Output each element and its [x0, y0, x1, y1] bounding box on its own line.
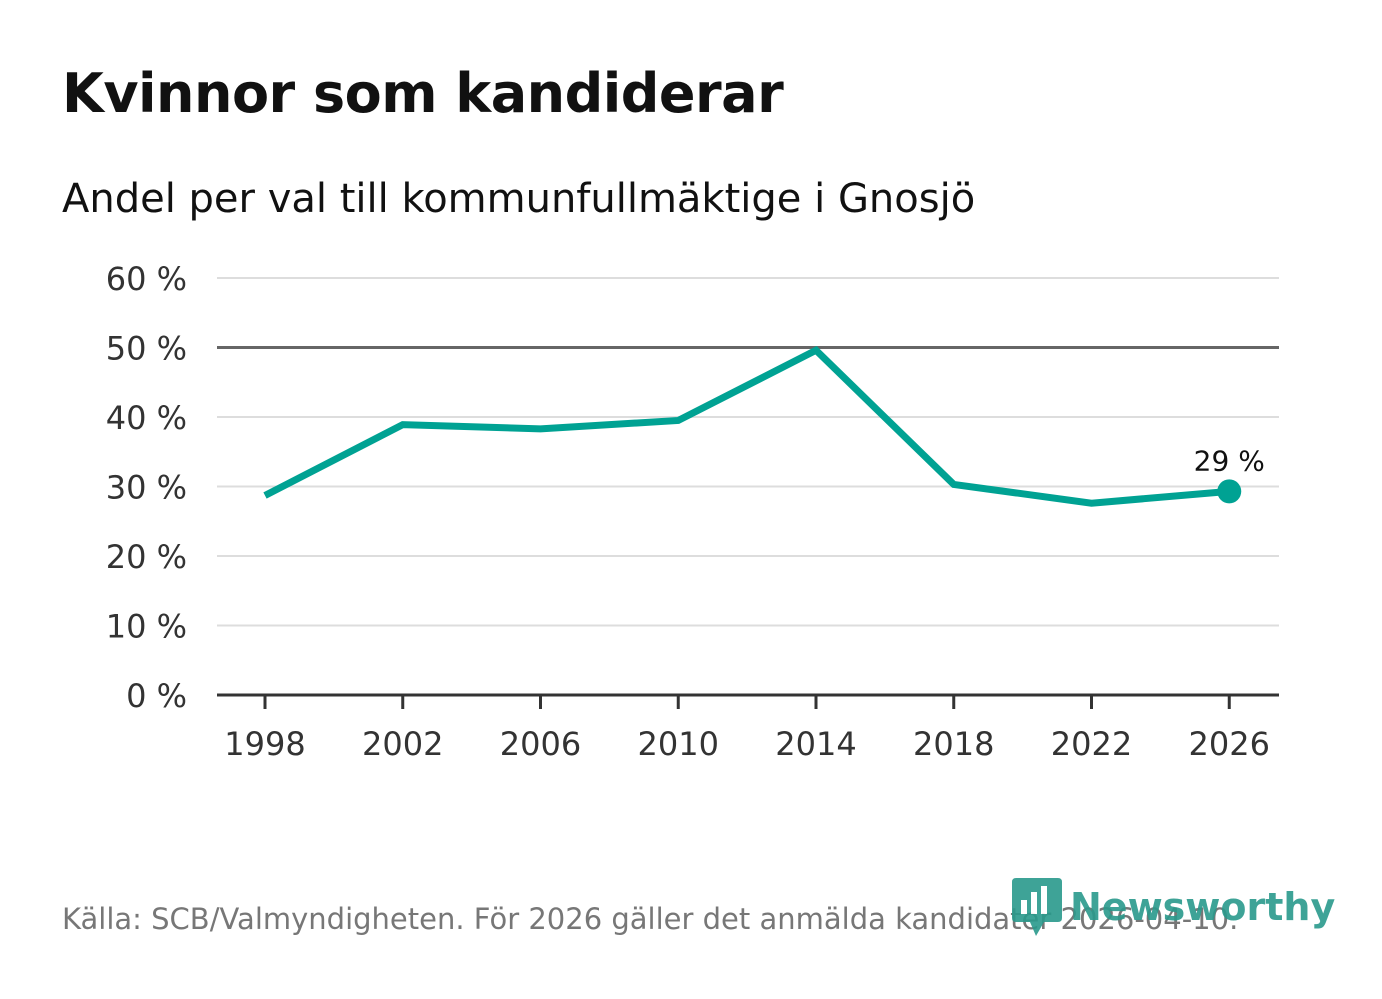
x-tick-label: 2010 [638, 725, 719, 763]
x-tick-label: 2026 [1189, 725, 1270, 763]
y-tick-label: 30 % [106, 469, 187, 507]
y-axis-tick-labels: 0 % 10 % 20 % 30 % 40 % 50 % 60 % [106, 260, 187, 715]
chart-title: Kvinnor som kandiderar [62, 62, 784, 125]
chart-subtitle: Andel per val till kommunfullmäktige i G… [62, 176, 976, 222]
x-tick-label: 1998 [224, 725, 305, 763]
data-series: 29 % [263, 346, 1265, 507]
newsworthy-logo: Newsworthy [1012, 878, 1335, 936]
x-tick-label: 2006 [500, 725, 581, 763]
y-tick-label: 0 % [126, 677, 187, 715]
x-tick-label: 2018 [913, 725, 994, 763]
x-tick-label: 2002 [362, 725, 443, 763]
bar-chart-pin-icon [1012, 878, 1062, 936]
y-tick-label: 20 % [106, 538, 187, 576]
series-line [263, 346, 1230, 507]
x-axis: 1998 2002 2006 2010 2014 2018 2022 2026 [217, 693, 1279, 763]
gridlines [217, 277, 1279, 627]
x-tick-label: 2014 [775, 725, 856, 763]
x-tick-label: 2022 [1051, 725, 1132, 763]
y-tick-label: 10 % [106, 608, 187, 646]
brand-name: Newsworthy [1070, 885, 1336, 929]
end-value-label: 29 % [1194, 444, 1265, 477]
y-tick-label: 50 % [106, 330, 187, 368]
y-tick-label: 40 % [106, 399, 187, 437]
end-point-marker [1217, 479, 1242, 504]
y-tick-label: 60 % [106, 260, 187, 298]
